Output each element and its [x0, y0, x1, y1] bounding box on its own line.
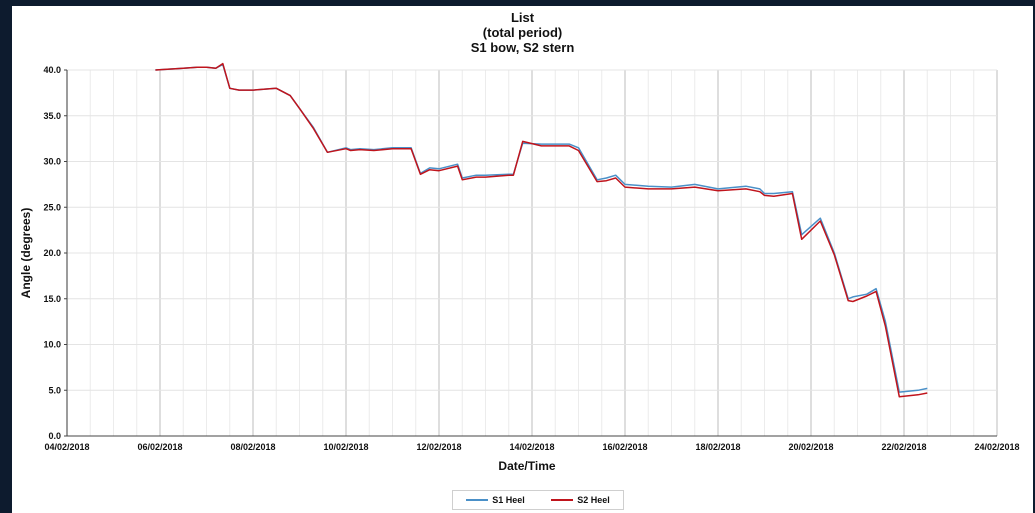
legend-item-s1: S1 Heel	[466, 495, 525, 505]
x-tick-label: 04/02/2018	[44, 442, 89, 452]
x-tick-label: 22/02/2018	[881, 442, 926, 452]
y-tick-label: 40.0	[43, 65, 61, 75]
line-chart: 0.0 5.0 10.0 15.0 20.0 25.0 30.0 35.0 40.0 04/02…	[19, 62, 1020, 473]
y-tick-label: 35.0	[43, 111, 61, 121]
y-tick-label: 0.0	[48, 431, 61, 441]
chart-frame: List (total period) S1 bow, S2 stern 0.0…	[12, 6, 1033, 513]
legend-label-s2: S2 Heel	[577, 495, 610, 505]
series-line-2	[155, 62, 928, 398]
x-tick-label: 10/02/2018	[323, 442, 368, 452]
chart-title: List	[510, 10, 535, 25]
y-tick-label: 25.0	[43, 202, 61, 212]
y-axis-label: Angle (degrees)	[19, 208, 33, 299]
legend: S1 Heel S2 Heel	[452, 490, 624, 510]
legend-swatch-s2	[551, 499, 574, 501]
x-tick-label: 14/02/2018	[509, 442, 554, 452]
y-tick-label: 5.0	[48, 385, 61, 395]
x-tick-label: 12/02/2018	[416, 442, 461, 452]
y-tick-label: 15.0	[43, 294, 61, 304]
x-tick-label: 06/02/2018	[137, 442, 182, 452]
x-tick-label: 24/02/2018	[974, 442, 1019, 452]
chart-subtitle-2: S1 bow, S2 stern	[470, 40, 575, 55]
x-tick-label: 20/02/2018	[788, 442, 833, 452]
x-tick-label: 08/02/2018	[230, 442, 275, 452]
x-tick-labels: 04/02/2018 06/02/2018 08/02/2018 10/02/2018…	[44, 442, 1019, 452]
y-tick-label: 20.0	[43, 248, 61, 258]
x-axis-label: Date/Time	[498, 459, 555, 473]
series-lines	[155, 62, 928, 398]
legend-item-s2: S2 Heel	[551, 495, 610, 505]
y-tick-labels: 0.0 5.0 10.0 15.0 20.0 25.0 30.0 35.0 40.0	[43, 65, 67, 441]
chart-subtitle-1: (total period)	[482, 25, 563, 40]
y-tick-label: 30.0	[43, 157, 61, 167]
x-tick-label: 18/02/2018	[695, 442, 740, 452]
legend-swatch-s1	[466, 499, 489, 501]
x-tick-label: 16/02/2018	[602, 442, 647, 452]
legend-label-s1: S1 Heel	[492, 495, 525, 505]
y-tick-label: 10.0	[43, 340, 61, 350]
chart-titles: List (total period) S1 bow, S2 stern	[12, 10, 1033, 55]
grid	[66, 69, 998, 437]
